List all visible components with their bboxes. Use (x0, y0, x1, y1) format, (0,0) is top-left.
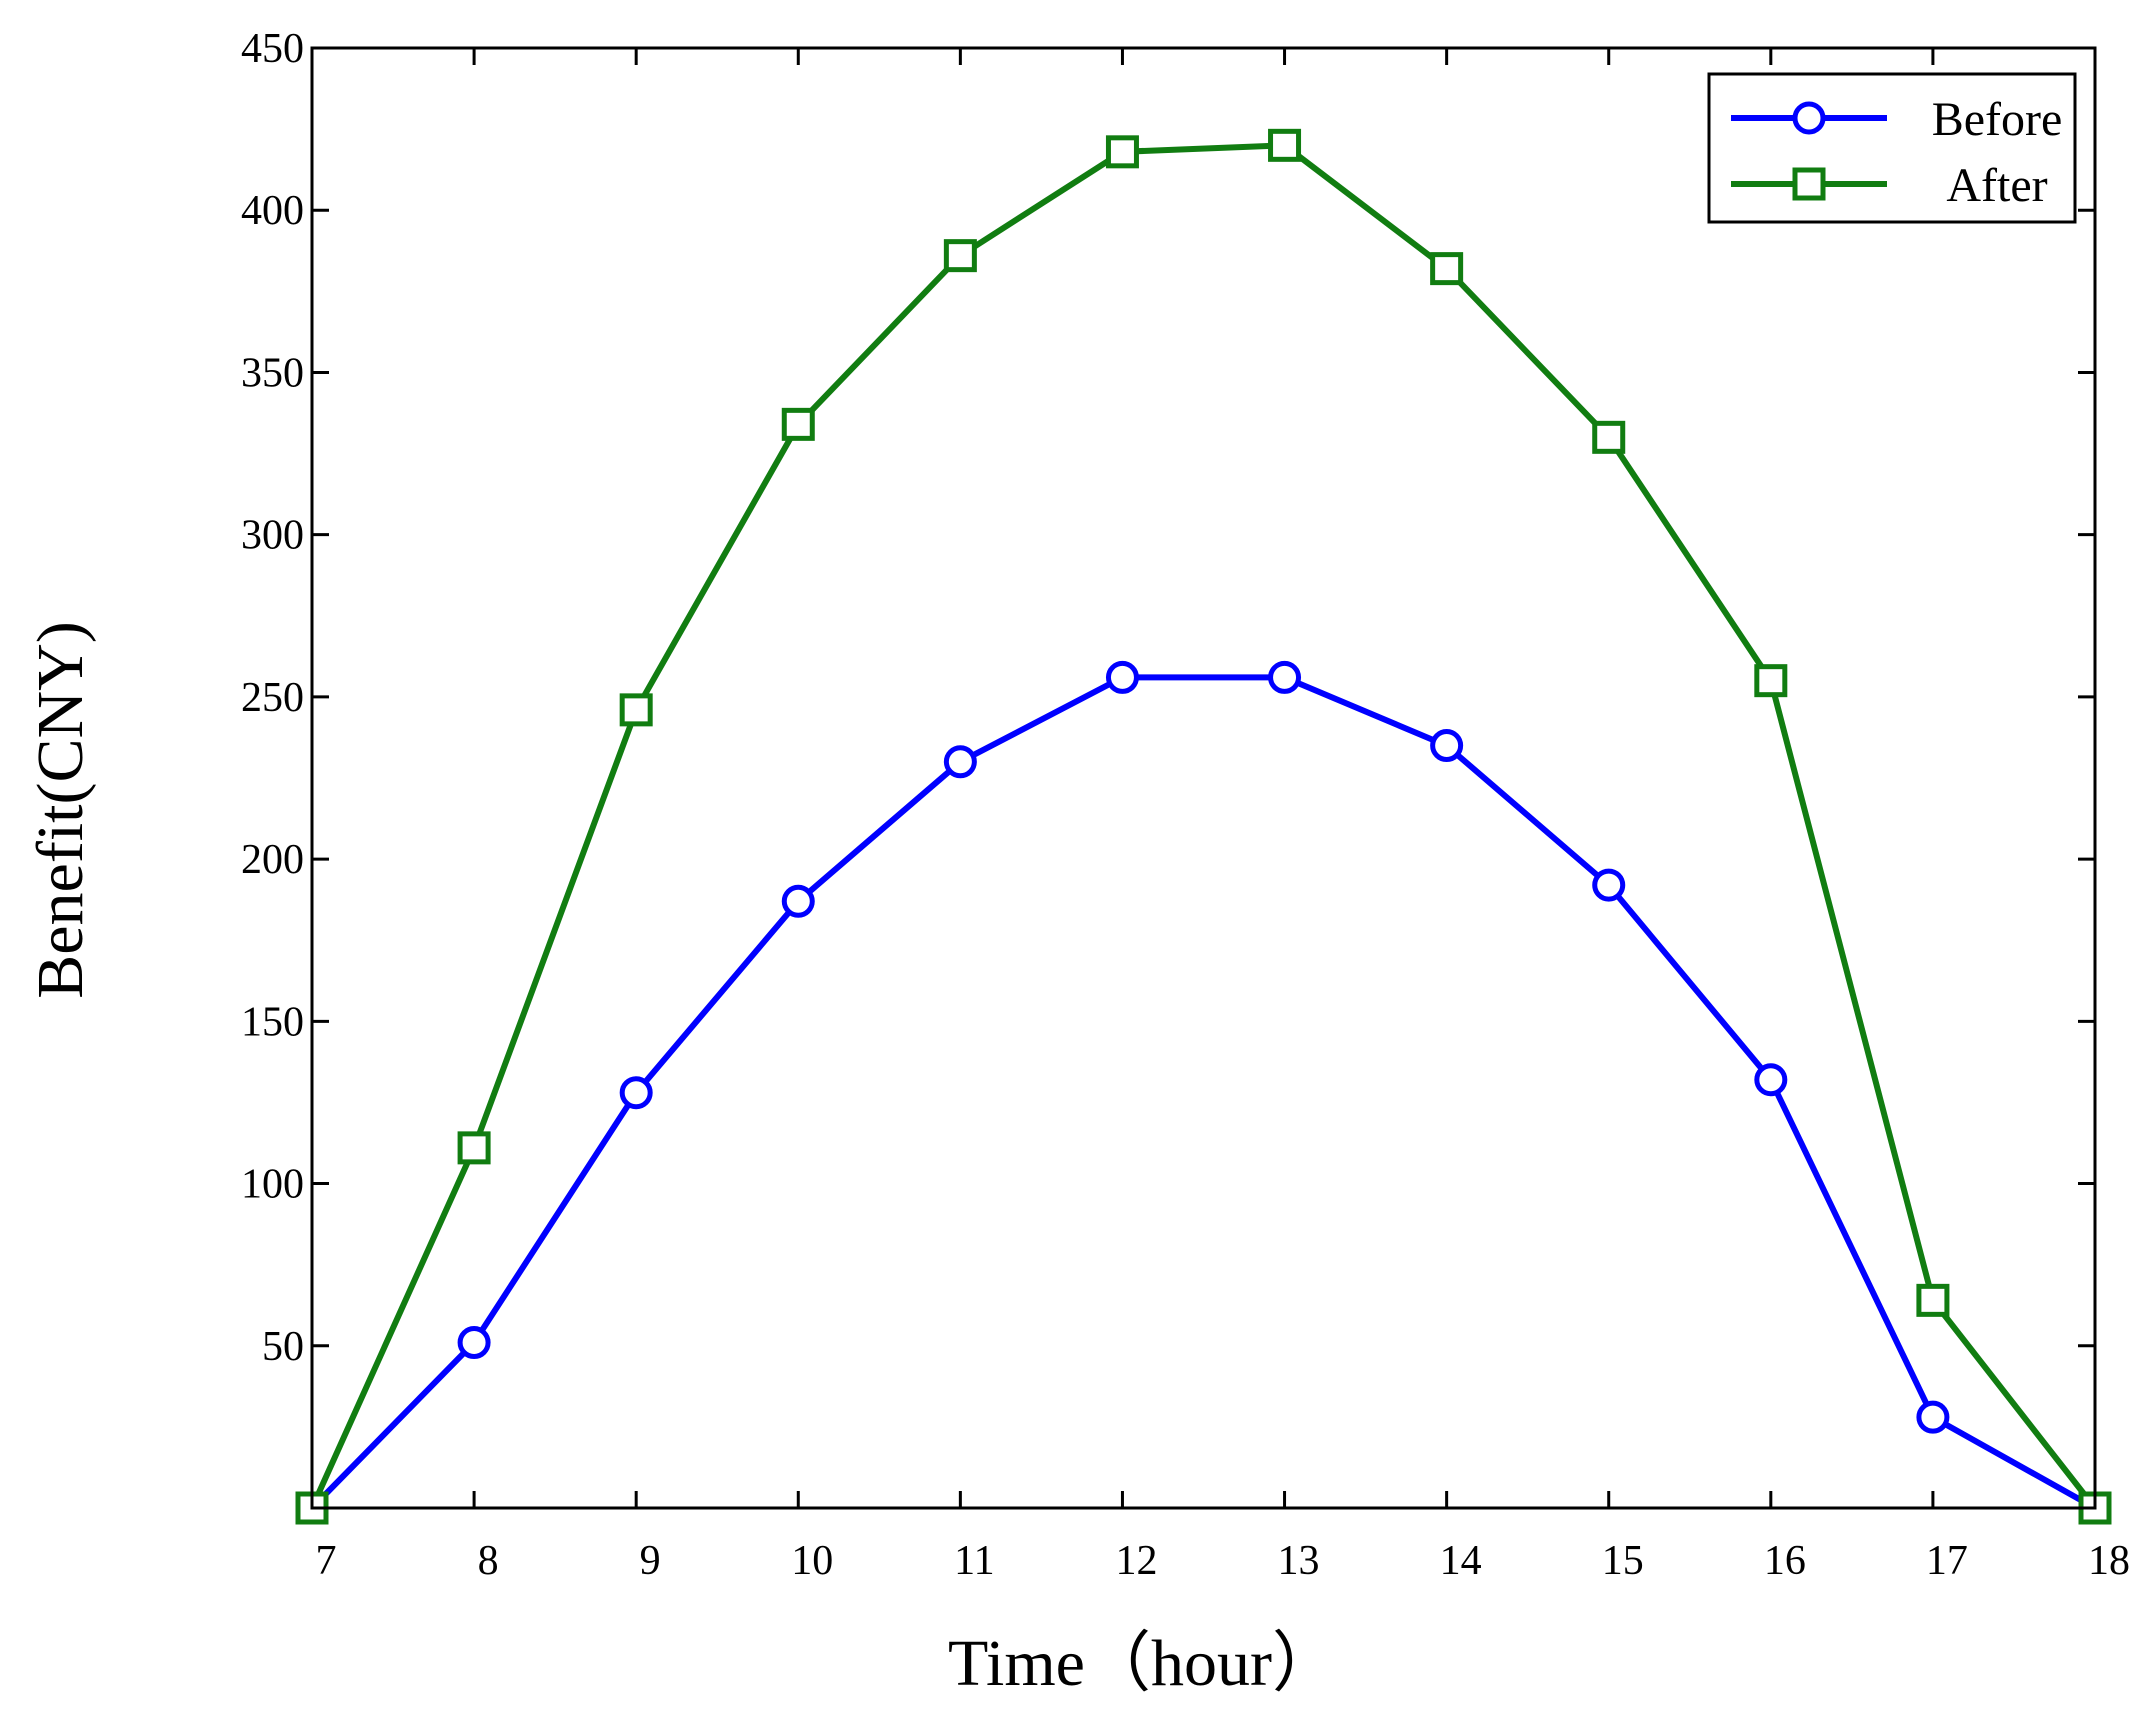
x-tick-label: 12 (1115, 1538, 1157, 1584)
data-point-after (619, 693, 653, 727)
legend-marker-after (1792, 167, 1826, 201)
y-tick-label: 150 (241, 999, 304, 1045)
data-point-before (781, 884, 815, 918)
y-tick-labels: 50 100 150 200 250 300 350 400 450 (241, 26, 304, 1370)
data-point-before (619, 1076, 653, 1110)
y-axis-title: Benefit(CNY) (24, 621, 97, 999)
data-point-after (1105, 135, 1139, 169)
series-after (295, 128, 2112, 1525)
data-point-before (457, 1326, 491, 1360)
data-point-before (1430, 729, 1464, 763)
series-layer (295, 128, 2112, 1525)
data-point-before (1754, 1063, 1788, 1097)
x-tick-label: 13 (1278, 1538, 1320, 1584)
x-tick-label: 8 (478, 1538, 499, 1584)
data-point-before (1268, 660, 1302, 694)
y-tick-label: 400 (241, 188, 304, 234)
legend-entry-before: Before (1731, 93, 2062, 146)
x-tick-label: 14 (1440, 1538, 1482, 1584)
legend-entries: Before After (1731, 93, 2062, 212)
y-tick-label: 200 (241, 837, 304, 883)
x-tick-label: 15 (1602, 1538, 1644, 1584)
legend-marker-before (1792, 101, 1826, 135)
data-point-after (1916, 1283, 1950, 1317)
data-point-before (1916, 1400, 1950, 1434)
data-point-after (457, 1131, 491, 1165)
legend-label-before: Before (1932, 93, 2063, 146)
legend-label-after: After (1946, 159, 2047, 212)
series-line-after (309, 142, 2098, 1510)
data-point-before (943, 745, 977, 779)
data-point-after (1430, 252, 1464, 286)
y-tick-label: 300 (241, 513, 304, 559)
legend-box (1707, 72, 2077, 224)
y-tick-label: 250 (241, 675, 304, 721)
x-tick-label: 7 (316, 1538, 337, 1584)
x-tick-label: 16 (1764, 1538, 1806, 1584)
y-tick-label: 350 (241, 350, 304, 396)
legend: Before After (1707, 72, 2077, 224)
data-point-after (781, 407, 815, 441)
x-tick-label: 11 (954, 1538, 994, 1584)
axis-ticks (310, 46, 2097, 1508)
data-point-before (1105, 660, 1139, 694)
y-tick-label: 450 (241, 26, 304, 72)
data-point-before (1592, 868, 1626, 902)
data-point-after (943, 239, 977, 273)
x-tick-label: 9 (640, 1538, 661, 1584)
data-point-after (1592, 420, 1626, 454)
data-point-after (1754, 664, 1788, 698)
legend-entry-after: After (1731, 159, 2048, 212)
series-line-before (309, 674, 2097, 1511)
y-tick-label: 50 (262, 1324, 304, 1370)
data-point-after (1268, 128, 1302, 162)
x-axis-title: Time（hour） (948, 1627, 1338, 1700)
x-tick-label: 17 (1926, 1538, 1968, 1584)
x-tick-labels: 7 8 9 10 11 12 13 14 15 16 17 18 (316, 1538, 2131, 1584)
y-tick-label: 100 (241, 1162, 304, 1208)
plot-frame (310, 46, 2097, 1510)
x-tick-label: 18 (2088, 1538, 2130, 1584)
x-tick-label: 10 (791, 1538, 833, 1584)
